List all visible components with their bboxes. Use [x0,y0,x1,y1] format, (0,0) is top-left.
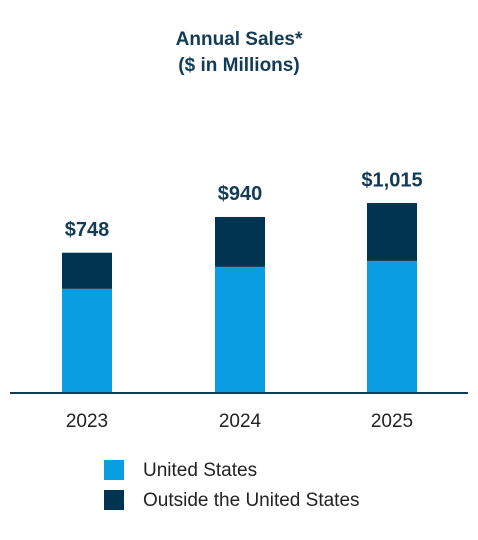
legend-swatch [104,490,124,510]
x-tick-label: 2024 [219,411,262,432]
bar-segment [215,266,265,392]
legend-label: United States [143,460,257,481]
legend-swatch [104,460,124,480]
bar-segment [215,216,265,267]
total-label: $940 [218,183,263,205]
x-tick-label: 2023 [66,411,108,432]
total-label: $1,015 [361,169,422,191]
legend-label: Outside the United States [143,490,360,511]
bar-segment [367,260,417,392]
x-tick-label: 2025 [371,411,413,432]
bar-segment [62,252,112,289]
bar-segment [367,203,417,261]
chart-title: Annual Sales* [176,29,303,50]
total-label: $748 [65,219,110,241]
chart-subtitle: ($ in Millions) [178,55,299,76]
bar-segment [62,288,112,392]
